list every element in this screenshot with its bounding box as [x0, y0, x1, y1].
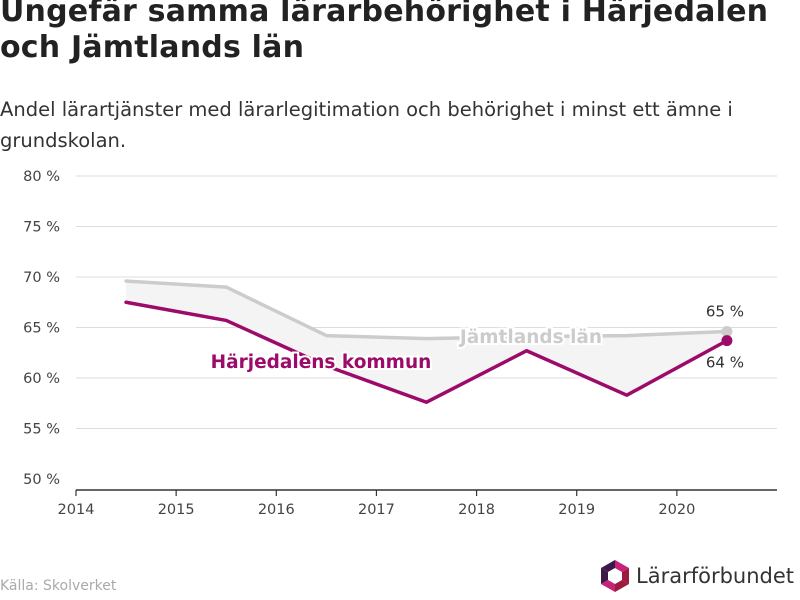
- jamtland-end-point: [721, 326, 733, 338]
- x-tick-label: 2018: [458, 502, 495, 518]
- y-tick-label: 65 %: [23, 321, 60, 337]
- jamtland-end-value-label: 65 %: [706, 303, 744, 321]
- lararforbundet-logo-icon: [601, 560, 629, 592]
- jamtland-series-label: Jämtlands län: [458, 327, 602, 348]
- chart-subtitle: Andel lärartjänster med lärarlegitimatio…: [0, 98, 733, 152]
- brand: Lärarförbundet: [600, 556, 794, 596]
- y-tick-label: 60 %: [23, 371, 60, 387]
- series-lines: [124, 279, 733, 404]
- series-labels: Jämtlands län Härjedalens kommun 65 % 64 %: [209, 303, 744, 375]
- y-tick-label: 80 %: [23, 169, 60, 185]
- y-tick-label: 75 %: [23, 220, 60, 236]
- x-tick-label: 2016: [258, 502, 295, 518]
- chart-title: Ungefär samma lärarbehörighet i Härjedal…: [0, 0, 769, 65]
- harjedalen-series-label: Härjedalens kommun: [211, 352, 432, 373]
- jamtland-line: [124, 279, 729, 341]
- harjedalen-end-value-label: 64 %: [706, 354, 744, 372]
- x-tick-label: 2014: [58, 502, 95, 518]
- x-tick-label: 2015: [158, 502, 195, 518]
- y-tick-label: 70 %: [23, 270, 60, 286]
- difference-band: [126, 281, 727, 403]
- x-axis-ticks: 2014 2015 2016 2017 2018 2019 2020: [58, 490, 695, 518]
- harjedalen-line: [124, 300, 729, 404]
- harjedalen-end-point: [721, 335, 733, 347]
- y-tick-label: 50 %: [23, 472, 60, 488]
- source-note: Källa: Skolverket: [0, 578, 117, 594]
- brand-name: Lärarförbundet: [636, 564, 795, 588]
- x-tick-label: 2020: [658, 502, 695, 518]
- x-tick-label: 2019: [558, 502, 595, 518]
- y-tick-label: 55 %: [23, 422, 60, 438]
- y-axis-tick-labels: 50 % 55 % 60 % 65 % 70 % 75 % 80 %: [23, 169, 60, 488]
- x-tick-label: 2017: [358, 502, 395, 518]
